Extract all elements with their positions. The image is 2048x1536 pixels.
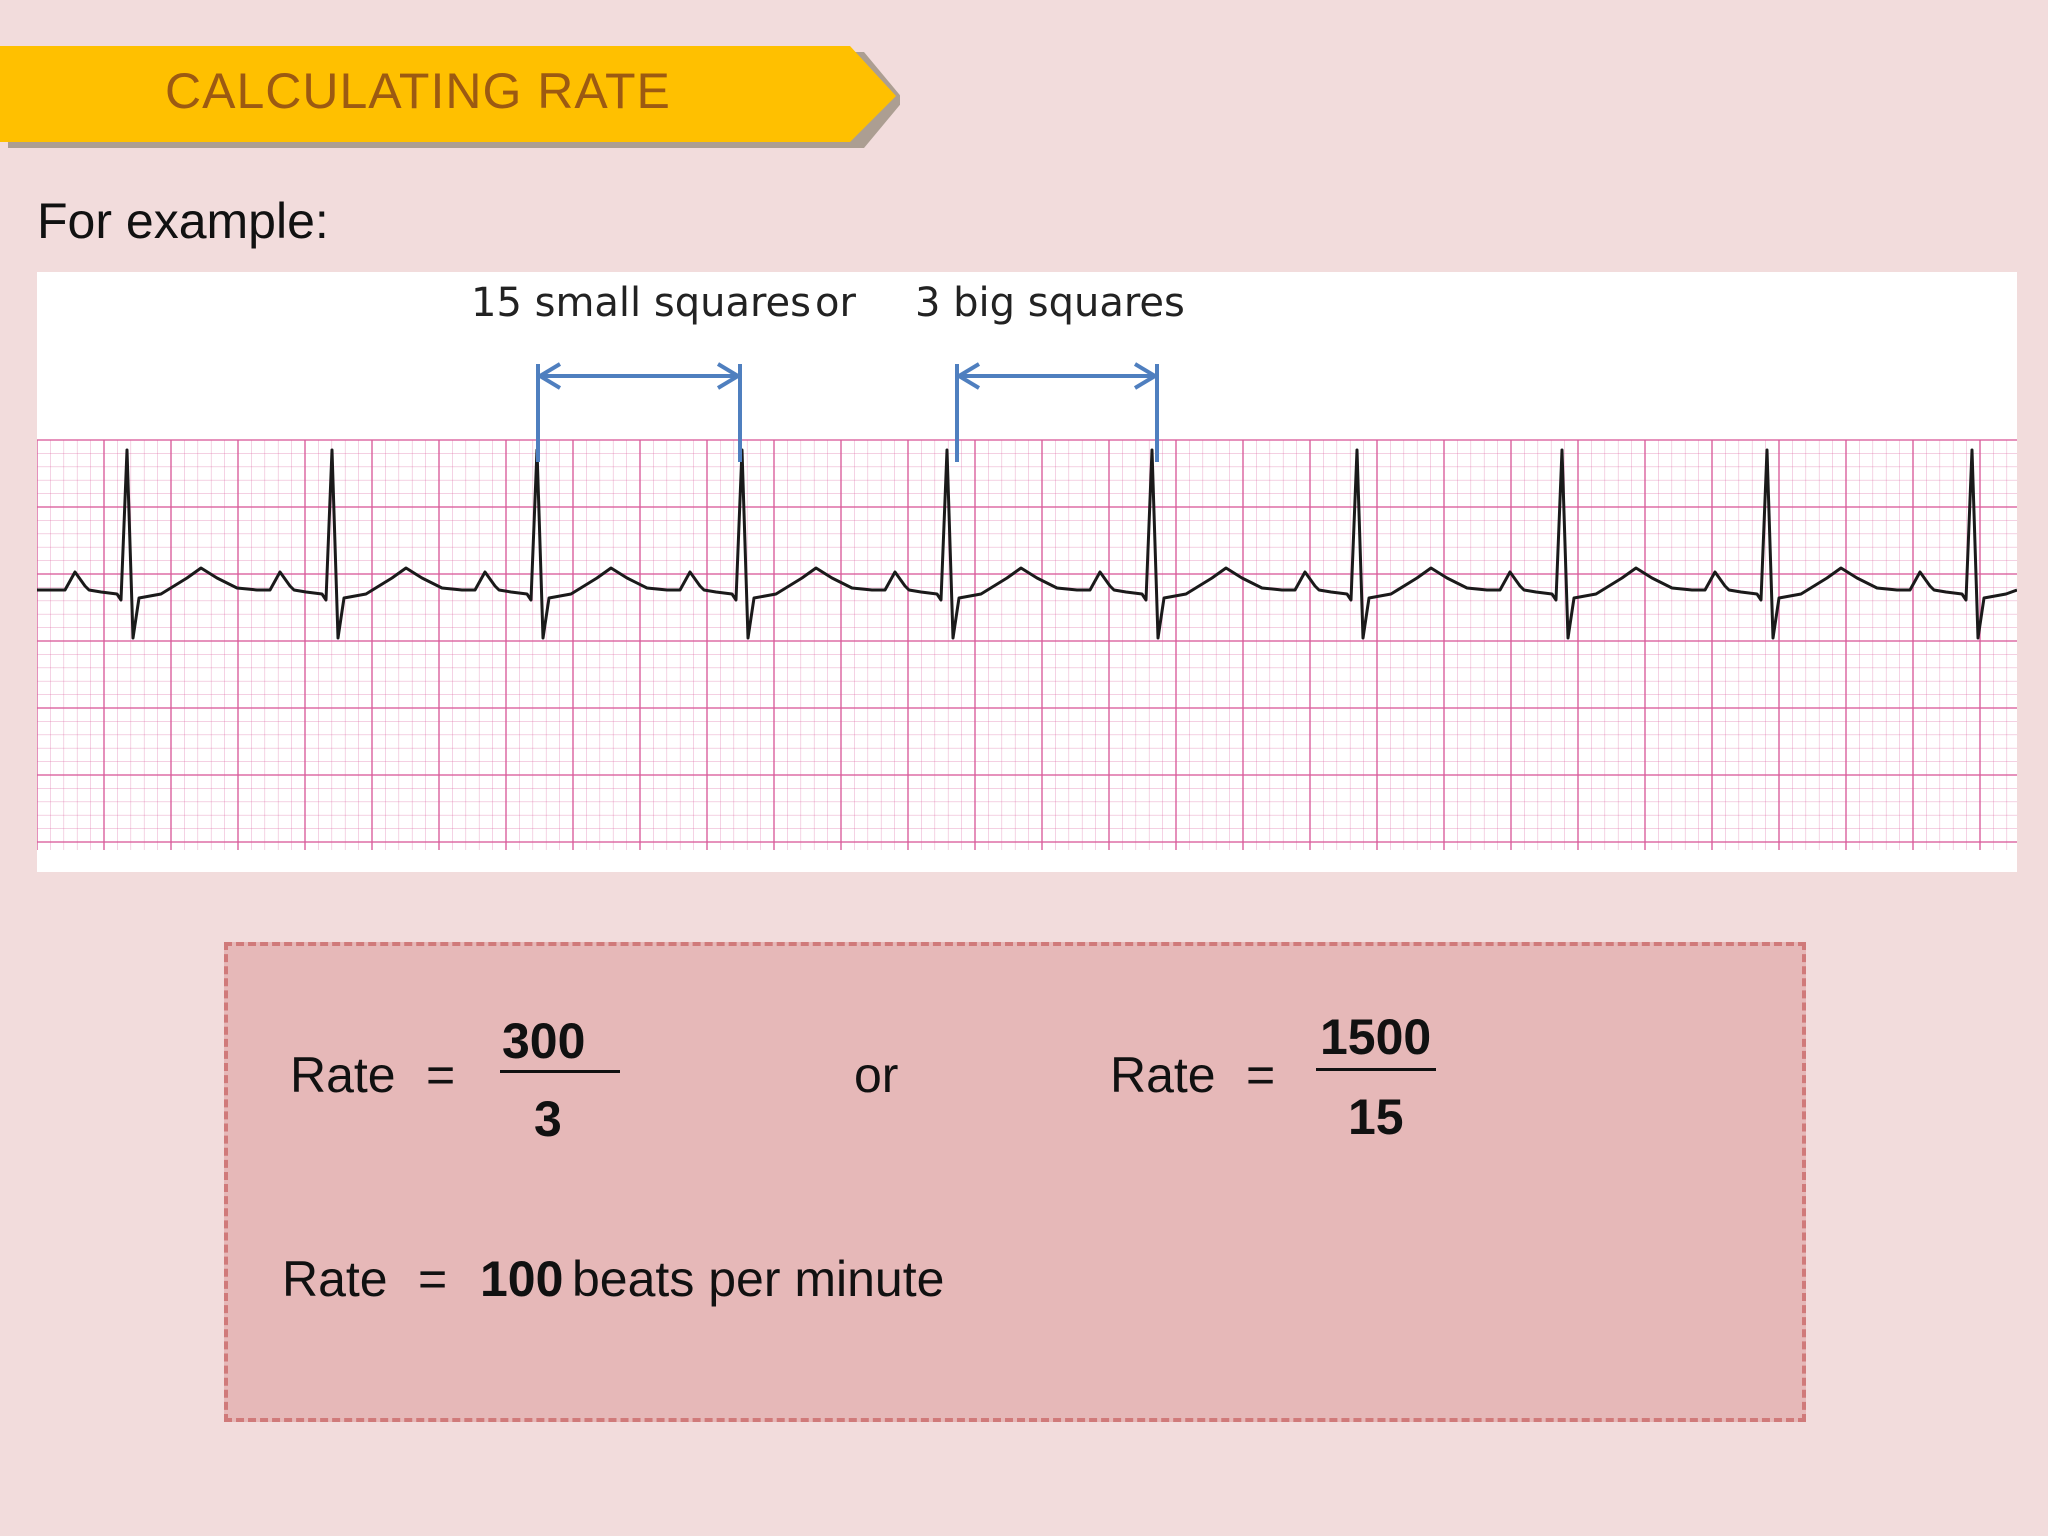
equals-left: = xyxy=(426,1047,456,1103)
result-equals: = xyxy=(418,1251,448,1307)
equals-right: = xyxy=(1246,1047,1276,1103)
slide-title: CALCULATING RATE xyxy=(165,63,671,119)
formula-or: or xyxy=(854,1047,899,1103)
result-value: 100 xyxy=(480,1251,564,1307)
label-big-squares: 3 big squares xyxy=(915,280,1185,326)
result-unit: beats per minute xyxy=(572,1251,945,1307)
rate-label-left: Rate xyxy=(290,1047,396,1103)
interval-arrow-small-squares xyxy=(536,362,742,462)
right-numerator: 1500 xyxy=(1320,1009,1432,1065)
ecg-grid-major xyxy=(37,439,2017,850)
ecg-strip: 15 small squares or 3 big squares xyxy=(37,272,2017,872)
label-or: or xyxy=(815,280,856,326)
ecg-trace xyxy=(37,448,2017,640)
left-denominator: 3 xyxy=(534,1091,562,1147)
result-rate-label: Rate xyxy=(282,1251,388,1307)
label-small-squares: 15 small squares xyxy=(471,280,811,326)
left-numerator: 300 xyxy=(502,1013,586,1069)
intro-text: For example: xyxy=(37,193,329,249)
rate-label-right: Rate xyxy=(1110,1047,1216,1103)
left-fraction-bar xyxy=(500,1070,620,1073)
interval-arrow-big-squares xyxy=(955,362,1159,462)
formula-box: Rate = 300 3 or Rate = 1500 15 Rate = 10… xyxy=(224,942,1806,1422)
right-denominator: 15 xyxy=(1348,1089,1404,1145)
ecg-svg xyxy=(37,362,2017,850)
title-banner xyxy=(0,46,900,148)
ecg-grid-minor xyxy=(37,440,2017,850)
right-fraction-bar xyxy=(1316,1068,1436,1071)
